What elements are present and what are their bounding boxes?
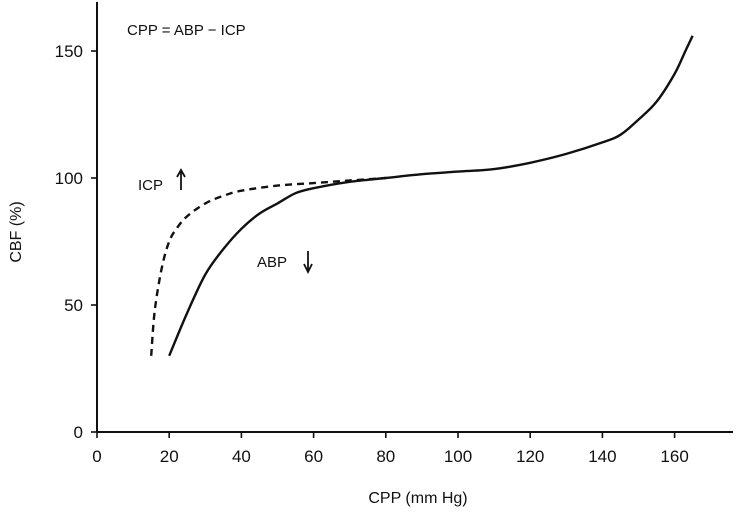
abp-annotation: ABP xyxy=(257,254,287,271)
x-axis-label: CPP (mm Hg) xyxy=(368,490,467,507)
icp-annotation: ICP xyxy=(138,177,163,194)
x-tick-label: 100 xyxy=(444,447,472,466)
series-line-abp xyxy=(168,35,694,357)
y-ticks: 0 50 100 150 xyxy=(55,42,97,442)
series-line-icp xyxy=(150,176,386,356)
y-tick-label: 100 xyxy=(55,169,83,188)
x-tick-label: 60 xyxy=(304,447,323,466)
y-tick-label: 0 xyxy=(74,423,83,442)
y-axis-label: CBF (%) xyxy=(8,201,25,262)
x-tick-label: 120 xyxy=(516,447,544,466)
x-tick-label: 20 xyxy=(160,447,179,466)
x-tick-label: 80 xyxy=(376,447,395,466)
x-tick-label: 40 xyxy=(232,447,251,466)
x-tick-label: 0 xyxy=(92,447,101,466)
x-tick-label: 140 xyxy=(588,447,616,466)
y-tick-label: 150 xyxy=(55,42,83,61)
y-tick-label: 50 xyxy=(64,296,83,315)
series-layer xyxy=(150,35,694,357)
up-arrow-icon xyxy=(176,168,186,190)
x-ticks: 0 20 40 60 80 100 120 140 160 xyxy=(92,432,689,466)
x-tick-label: 160 xyxy=(660,447,688,466)
formula-annotation: CPP = ABP − ICP xyxy=(127,22,246,39)
down-arrow-icon xyxy=(303,251,313,275)
axes xyxy=(96,2,733,433)
